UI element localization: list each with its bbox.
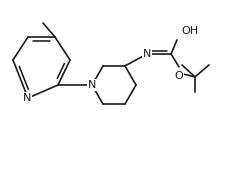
Text: OH: OH [181,26,198,36]
Text: N: N [23,93,31,103]
Text: O: O [175,71,183,81]
Text: N: N [88,80,96,90]
Text: N: N [143,49,151,59]
